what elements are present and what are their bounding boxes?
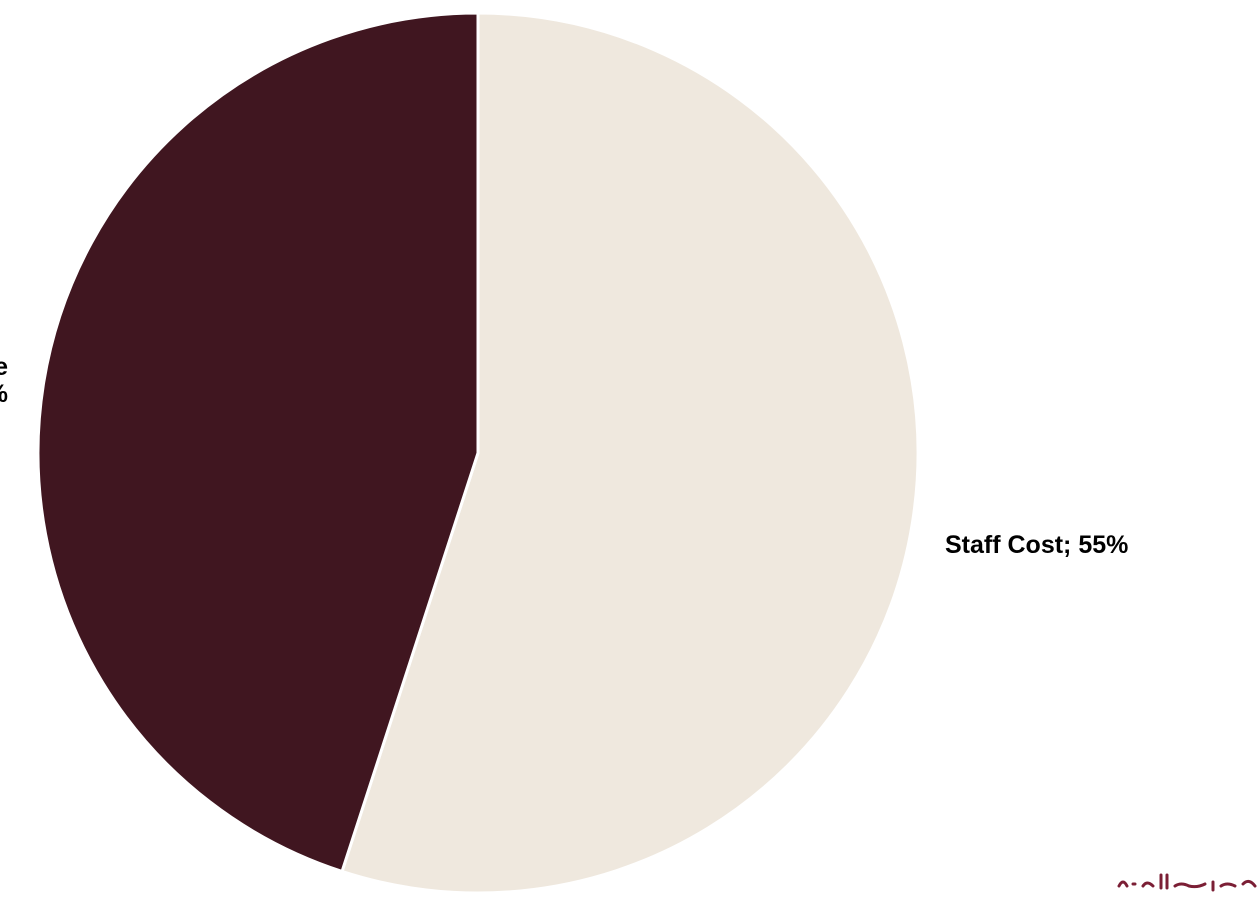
pie-slice-label-1: e% <box>0 353 8 408</box>
arabic-wordmark-logo <box>1109 872 1259 892</box>
pie-slices <box>38 13 918 892</box>
pie-slice-label-0: Staff Cost; 55% <box>945 531 1128 559</box>
